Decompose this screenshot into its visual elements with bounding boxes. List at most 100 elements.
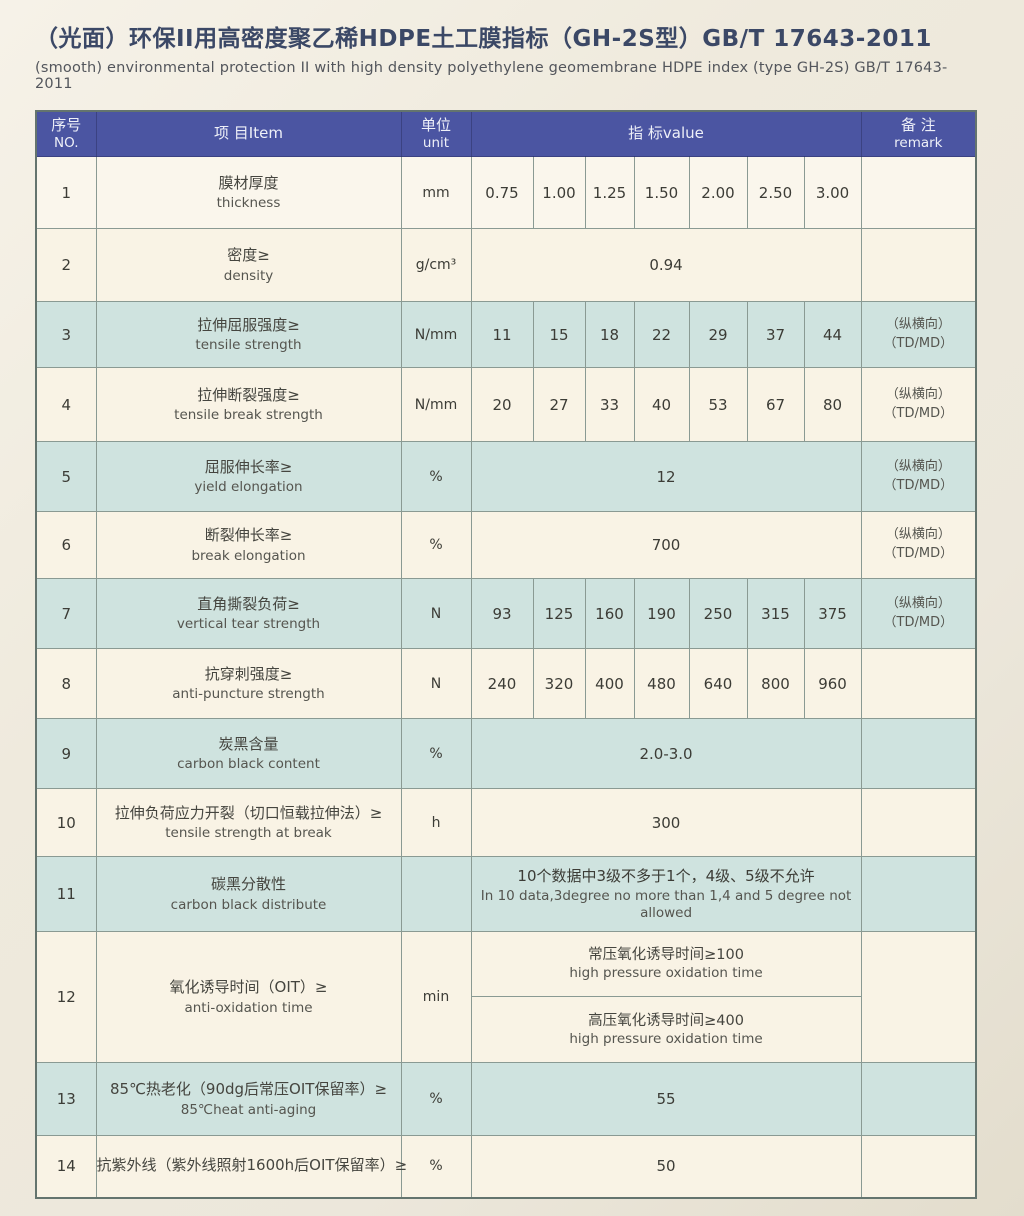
cell-item: 拉伸屈服强度≥ tensile strength [95,301,402,369]
table-row-13: 13 85℃热老化（90dg后常压OIT保留率）≥ 85℃heat anti-a… [35,1062,977,1137]
cell-no: 11 [35,856,97,933]
cell-value: 2.50 [746,156,805,230]
cell-value: 常压氧化诱导时间≥100 high pressure oxidation tim… [470,931,862,1064]
table-row-11: 11 碳黑分散性 carbon black distribute 10个数据中3… [35,856,977,933]
item-zh: 85℃热老化（90dg后常压OIT保留率）≥ [109,1080,388,1099]
cell-unit: % [400,718,472,790]
cell-value: 700 [470,511,862,580]
cell-value: 67 [746,367,805,443]
remark-zh: （纵横向） [885,527,951,543]
cell-no: 9 [35,718,97,790]
header-row: 序号 NO. 项 目Item 单位 unit 指 标value 备 注 rema… [35,110,977,158]
item-zh: 炭黑含量 [218,734,279,753]
cell-value: 125 [532,578,586,650]
table-row-4: 4 拉伸断裂强度≥ tensile break strength N/mm 20… [35,367,977,443]
cell-remark: （纵横向） （TD/MD） [860,367,977,443]
item-zh: 抗穿刺强度≥ [204,664,293,683]
item-zh: 拉伸屈服强度≥ [197,315,300,334]
value-en: high pressure oxidation time [569,965,763,982]
cell-value: 50 [470,1135,862,1199]
cell-unit: % [400,441,472,513]
table-row-14: 14 抗紫外线（紫外线照射1600h后OIT保留率）≥ % 50 [35,1135,977,1199]
cell-value: 0.94 [470,228,862,303]
item-en: thickness [216,195,281,212]
item-en: yield elongation [194,479,303,496]
table-row-10: 10 拉伸负荷应力开裂（切口恒载拉伸法）≥ tensile strength a… [35,788,977,858]
cell-value: 2.0-3.0 [470,718,862,790]
value-en: In 10 data,3degree no more than 1,4 and … [480,887,852,922]
cell-value: 37 [746,301,805,369]
cell-remark [860,156,977,230]
table-row-1: 1 膜材厚度 thickness mm 0.75 1.00 1.25 1.50 … [35,156,977,230]
cell-value: 55 [470,1062,862,1137]
header-no-zh: 序号 [51,116,82,135]
table-row-12: 12 氧化诱导时间（OIT）≥ anti-oxidation time min … [35,931,977,1064]
cell-value: 80 [803,367,862,443]
page-subtitle: (smooth) environmental protection II wit… [35,59,948,92]
cell-value: 250 [688,578,748,650]
value-subrow: 常压氧化诱导时间≥100 high pressure oxidation tim… [471,932,861,998]
remark-zh: （纵横向） [885,386,951,402]
cell-value: 160 [584,578,635,650]
cell-remark [860,718,977,790]
cell-value: 0.75 [470,156,534,230]
cell-value: 240 [470,648,534,720]
cell-value: 10个数据中3级不多于1个，4级、5级不允许 In 10 data,3degre… [470,856,862,933]
cell-no: 3 [35,301,97,369]
cell-value: 190 [633,578,690,650]
item-zh: 膜材厚度 [218,173,279,192]
item-en: tensile strength at break [165,825,332,842]
value-zh: 10个数据中3级不多于1个，4级、5级不允许 [517,867,815,886]
item-zh: 抗紫外线（紫外线照射1600h后OIT保留率）≥ [96,1156,408,1175]
cell-value: 1.50 [633,156,690,230]
remark-en: （TD/MD） [883,477,954,493]
cell-item: 炭黑含量 carbon black content [95,718,402,790]
cell-value: 320 [532,648,586,720]
cell-remark: （纵横向） （TD/MD） [860,511,977,580]
cell-remark [860,856,977,933]
cell-value: 15 [532,301,586,369]
cell-unit: % [400,1062,472,1137]
cell-no: 4 [35,367,97,443]
cell-remark [860,228,977,303]
remark-en: （TD/MD） [883,614,954,630]
cell-no: 6 [35,511,97,580]
cell-remark: （纵横向） （TD/MD） [860,301,977,369]
cell-remark: （纵横向） （TD/MD） [860,578,977,650]
cell-item: 膜材厚度 thickness [95,156,402,230]
cell-remark [860,788,977,858]
item-en: tensile break strength [174,407,323,424]
remark-zh: （纵横向） [885,595,951,611]
remark-zh: （纵横向） [885,316,951,332]
cell-value: 315 [746,578,805,650]
cell-item: 抗穿刺强度≥ anti-puncture strength [95,648,402,720]
item-en: carbon black content [177,756,320,773]
cell-no: 2 [35,228,97,303]
cell-item: 断裂伸长率≥ break elongation [95,511,402,580]
cell-value: 33 [584,367,635,443]
cell-value: 44 [803,301,862,369]
item-en: anti-puncture strength [172,686,325,703]
header-remark: 备 注 remark [860,110,977,158]
cell-no: 12 [35,931,97,1064]
cell-item: 抗紫外线（紫外线照射1600h后OIT保留率）≥ [95,1135,408,1199]
item-zh: 密度≥ [227,246,270,265]
header-no-en: NO. [54,134,79,151]
item-en: tensile strength [195,337,302,354]
cell-remark [860,648,977,720]
cell-value: 960 [803,648,862,720]
cell-value: 12 [470,441,862,513]
page-title: （光面）环保II用高密度聚乙稀HDPE土工膜指标（GH-2S型）GB/T 176… [35,26,932,52]
table-row-3: 3 拉伸屈服强度≥ tensile strength N/mm 11 15 18… [35,301,977,369]
cell-value: 1.25 [584,156,635,230]
cell-value: 3.00 [803,156,862,230]
item-en: 85℃heat anti-aging [180,1101,317,1118]
header-unit-en: unit [422,134,450,151]
cell-unit [400,856,472,933]
item-zh: 断裂伸长率≥ [204,526,293,545]
item-en: density [223,267,274,284]
cell-value: 11 [470,301,534,369]
cell-value: 40 [633,367,690,443]
item-en: vertical tear strength [176,616,321,633]
item-zh: 直角撕裂负荷≥ [197,594,300,613]
